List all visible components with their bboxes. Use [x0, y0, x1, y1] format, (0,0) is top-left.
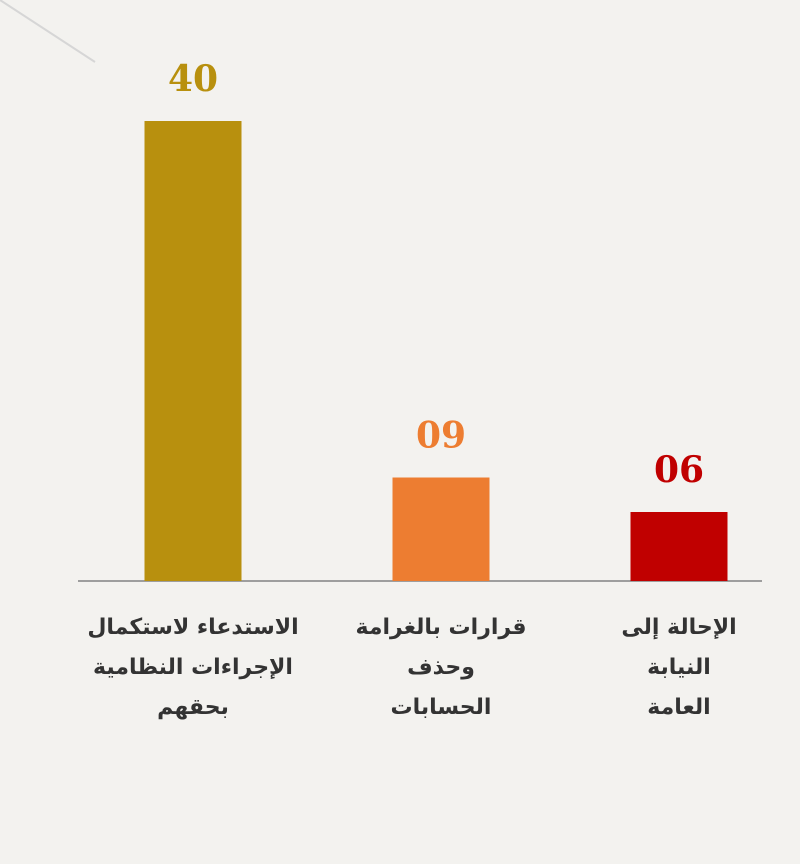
category-label-2-line-3: الحسابات [391, 695, 492, 720]
category-labels-group: الاستدعاء لاستكمال الإجراءات النظامية بحقه… [87, 615, 736, 720]
bars-group [144, 121, 728, 581]
category-label-1-line-2: الإجراءات النظامية [93, 655, 293, 680]
corner-decoration [0, 0, 96, 63]
bar-1 [144, 121, 242, 581]
category-label-3-line-2: النيابة [647, 655, 711, 680]
bar-2 [392, 477, 490, 581]
value-labels-group: 40 09 06 [168, 58, 704, 491]
category-label-1-line-3: بحقهم [157, 695, 229, 720]
category-label-2-line-2: وحذف [407, 655, 475, 680]
category-label-1-line-1: الاستدعاء لاستكمال [87, 615, 298, 640]
value-label-2: 09 [416, 415, 466, 457]
bar-3 [630, 512, 728, 581]
category-label-3-line-1: الإحالة إلى [621, 615, 736, 640]
value-label-3: 06 [654, 449, 704, 491]
value-label-1: 40 [168, 58, 218, 100]
category-label-2-line-1: قرارات بالغرامة [356, 615, 527, 640]
category-label-3-line-3: العامة [647, 695, 710, 720]
